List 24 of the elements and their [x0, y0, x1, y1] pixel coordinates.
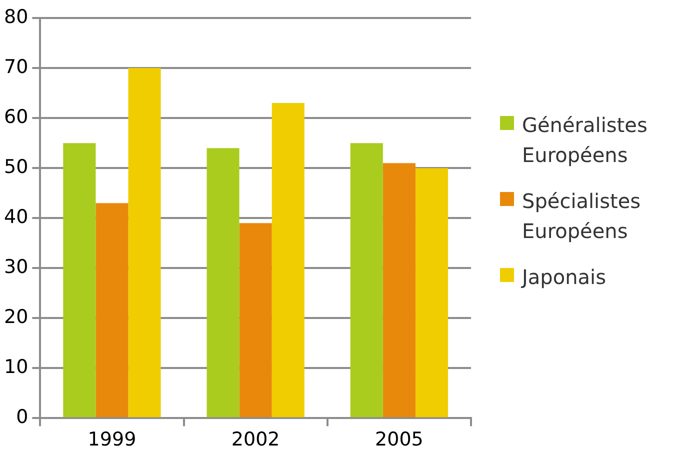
legend-label: Japonais — [522, 264, 607, 291]
y-tick-label: 60 — [4, 106, 28, 128]
x-tick-label: 2005 — [375, 428, 424, 451]
y-tick-label: 40 — [4, 206, 28, 228]
bar — [96, 203, 128, 418]
y-tick-label: 20 — [4, 306, 28, 328]
bar — [239, 223, 272, 418]
legend-label: Spécialistes Européens — [522, 188, 642, 245]
y-tick-label: 10 — [4, 356, 28, 378]
bar — [63, 143, 96, 418]
y-tick-label: 80 — [4, 6, 28, 28]
bar — [272, 103, 304, 418]
bar — [382, 163, 416, 418]
legend-label: Généralistes Européens — [522, 112, 648, 169]
y-tick-label: 50 — [4, 156, 28, 178]
bar — [128, 68, 161, 418]
bar — [415, 168, 448, 418]
x-tick-label: 2002 — [231, 428, 280, 451]
bar — [206, 148, 240, 418]
y-tick-label: 30 — [4, 256, 28, 278]
y-tick-label: 0 — [16, 406, 28, 428]
y-tick-label: 70 — [4, 56, 28, 78]
x-tick-label: 1999 — [88, 428, 136, 451]
bar — [350, 143, 383, 418]
